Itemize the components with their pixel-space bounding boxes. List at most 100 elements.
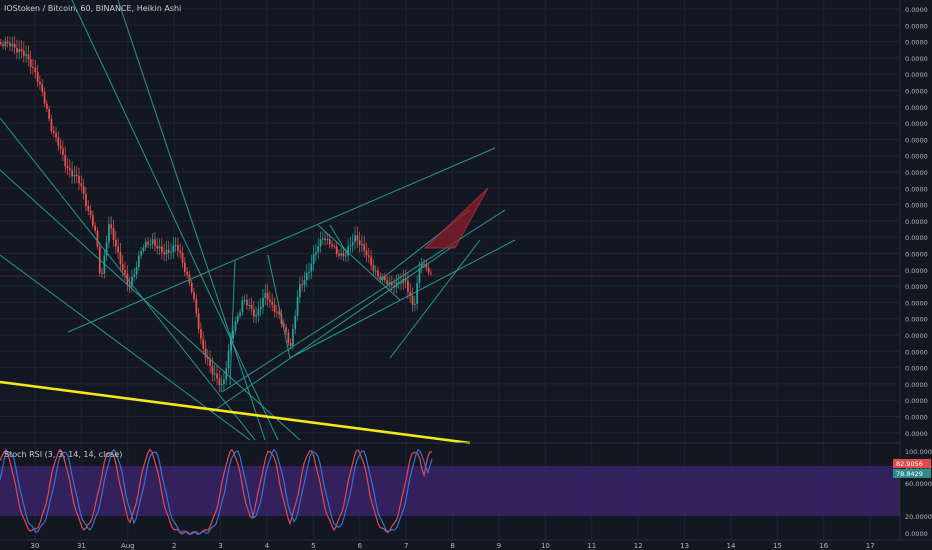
price-axis-label: 0.0000 [905,88,928,96]
candle-body [335,246,338,254]
candle-body [292,329,294,347]
candle-body [239,312,241,317]
candle-body [243,299,246,301]
candle-body [411,296,414,305]
candle-body [377,270,379,277]
candle-body [368,255,370,257]
time-axis-label: 5 [311,542,315,550]
triangle-pattern[interactable] [423,187,489,249]
candle-body [16,47,18,53]
candle-body [29,59,32,67]
candle-body [202,338,205,349]
candle-body [41,84,44,92]
price-axis[interactable]: 0.0000 0.0000 0.0000 0.0000 0.0000 0.0000 0.00… [905,6,928,438]
price-axis-label: 0.0000 [905,332,928,340]
candle-body [347,246,349,256]
trend-line[interactable] [0,117,256,441]
candle-body [142,247,145,251]
price-axis-label: 0.0000 [905,365,928,373]
price-axis-label: 0.0000 [905,381,928,389]
candle-body [193,292,195,300]
candle-body [85,193,87,207]
candle-body [407,280,409,292]
candle-body [167,249,170,253]
rsi-axis-label: 100.0000 [905,448,932,456]
price-axis-label: 0.0000 [905,6,928,14]
candle-body [246,299,248,306]
support-line[interactable] [0,380,471,445]
candle-body [241,300,244,313]
candle-body [87,206,90,211]
candle-body [188,274,191,283]
rsi-indicator-title[interactable]: Stoch RSI (3, 3, 14, 14, close) [4,450,123,459]
candle-body [119,252,122,265]
time-axis-label: 14 [727,542,736,550]
price-axis-label: 0.0000 [905,120,928,128]
price-axis-label: 0.0000 [905,22,928,30]
candles [0,35,432,393]
candle-body [430,272,432,274]
price-axis-label: 0.0000 [905,414,928,422]
candle-body [64,154,67,167]
trend-line[interactable] [67,147,496,333]
candle-body [25,54,27,56]
candle-body [207,357,209,360]
time-axis-label: 9 [497,542,501,550]
trend-line[interactable] [117,0,266,441]
trend-line[interactable] [267,254,291,359]
candle-body [50,118,53,131]
price-axis-label: 0.0000 [905,218,928,226]
time-axis-label: 3 [218,542,222,550]
candle-body [349,245,352,247]
candle-body [66,166,69,169]
rsi-value-badges: 82.9056 78.8429 [893,459,931,478]
candle-body [289,342,292,347]
candle-body [43,91,46,104]
trend-line[interactable] [229,259,236,386]
price-axis-label: 0.0000 [905,185,928,193]
candle-body [6,41,9,44]
candle-body [345,255,347,257]
candle-body [0,42,2,44]
candle-body [158,246,161,249]
price-axis-label: 0.0000 [905,267,928,275]
trend-line[interactable] [289,239,516,359]
candle-body [310,263,313,272]
time-axis-label: 10 [541,542,550,550]
trend-line[interactable] [329,224,349,256]
candle-body [156,245,159,249]
time-axis[interactable]: 30 31 Aug 2 3 4 5 6 7 8 9 10 11 12 13 14 15 16 17 [31,542,875,550]
candle-body [230,338,232,351]
candle-body [57,137,60,147]
candle-body [13,43,16,48]
candle-body [200,328,202,339]
candle-body [303,279,306,286]
candle-body [39,81,41,85]
candle-body [363,244,366,251]
candle-body [108,224,110,243]
candle-body [154,239,156,246]
candle-body [174,245,177,247]
chart-title: IOStoken / Bitcoin, 60, BINANCE, Heikin … [4,4,182,13]
candle-body [365,250,368,256]
candle-body [342,252,345,257]
trend-line[interactable] [0,169,301,441]
trend-line[interactable] [317,224,401,301]
trend-line[interactable] [211,244,456,413]
candle-body [234,321,237,331]
candle-body [213,373,216,375]
candle-body [172,245,175,253]
price-axis-label: 0.0000 [905,348,928,356]
candle-body [315,252,317,255]
candle-body [425,263,428,268]
candle-body [20,49,23,51]
candle-body [4,41,7,47]
candle-body [204,348,207,358]
candle-body [32,66,34,68]
candle-body [322,238,324,240]
rsi-lines [0,448,433,536]
trend-line[interactable] [389,239,481,359]
trend-line[interactable] [71,0,279,441]
